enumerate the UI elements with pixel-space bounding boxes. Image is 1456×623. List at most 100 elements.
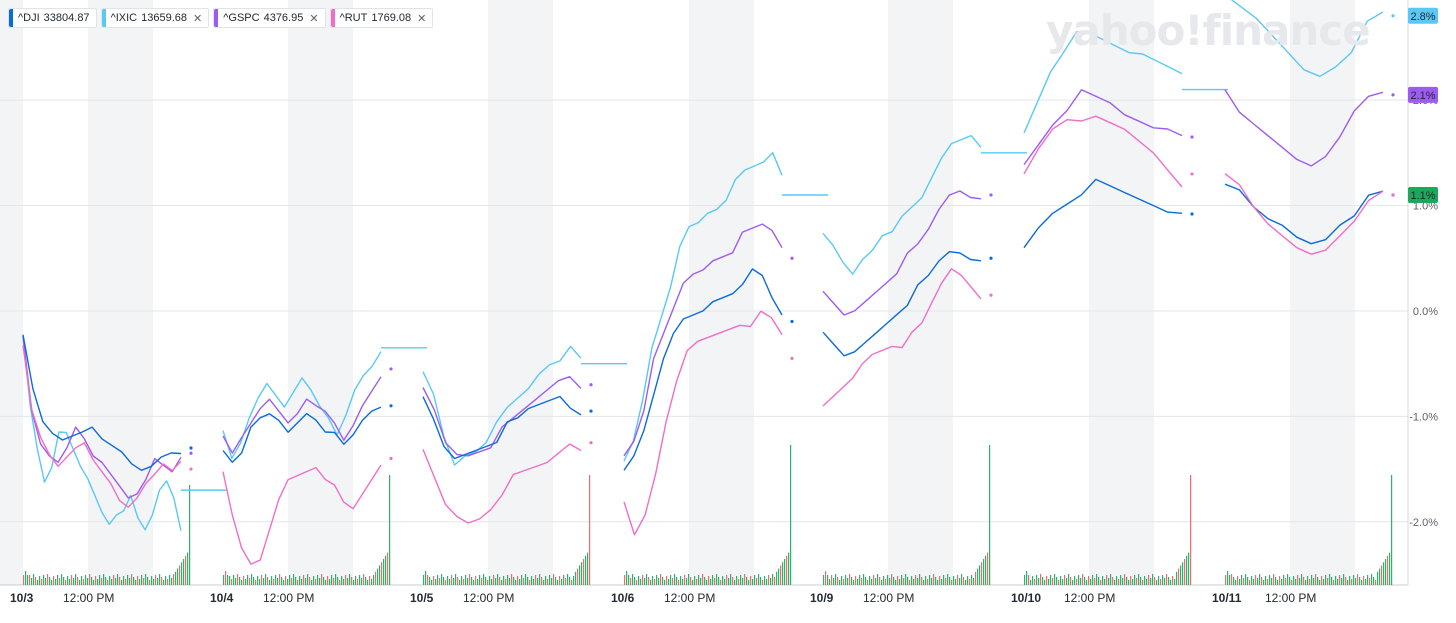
volume-bar — [1275, 577, 1277, 585]
ixic-color-swatch — [101, 9, 106, 27]
volume-bar — [724, 579, 726, 585]
volume-bar — [1389, 552, 1391, 585]
legend-chip-dji[interactable]: ^DJI 33804.87 — [8, 8, 97, 28]
volume-bar — [553, 574, 555, 585]
volume-bar — [841, 576, 843, 585]
volume-bar — [519, 579, 521, 585]
volume-bar — [829, 579, 831, 585]
volume-bar — [1347, 580, 1349, 585]
close-icon[interactable]: ✕ — [309, 12, 319, 25]
volume-bar — [579, 565, 581, 585]
volume-bar — [1150, 578, 1152, 585]
volume-bar — [1263, 580, 1265, 585]
volume-bar — [1040, 574, 1042, 585]
volume-bar — [1024, 575, 1026, 585]
volume-bar — [1297, 575, 1299, 585]
last-value-flags: 2.8% 2.1% 1.1% — [1408, 7, 1438, 203]
volume-bar — [521, 575, 523, 585]
volume-bar — [237, 574, 239, 585]
volume-bar — [1259, 574, 1261, 585]
volume-bar — [303, 575, 305, 585]
volume-bar — [39, 576, 41, 585]
volume-bar — [359, 575, 361, 585]
volume-bar — [1287, 574, 1289, 585]
volume-bar — [939, 576, 941, 585]
volume-bar — [1048, 579, 1050, 585]
close-icon[interactable]: ✕ — [193, 12, 203, 25]
volume-bar — [1062, 579, 1064, 585]
volume-bar — [461, 576, 463, 585]
volume-bar — [929, 575, 931, 585]
volume-bar — [827, 575, 829, 585]
volume-bar — [738, 579, 740, 585]
x-day-label: 10/5 — [410, 591, 434, 605]
close-icon[interactable]: ✕ — [417, 12, 427, 25]
volume-bar — [909, 580, 911, 585]
volume-bar — [891, 574, 893, 585]
volume-bar — [975, 571, 977, 585]
volume-bar — [648, 577, 650, 585]
volume-bar — [1120, 575, 1122, 585]
volume-bar — [877, 574, 879, 585]
legend-chip-gspc[interactable]: ^GSPC 4376.95 ✕ — [213, 8, 326, 28]
volume-bar — [25, 571, 27, 585]
volume-bar — [49, 577, 51, 585]
volume-bar — [1172, 576, 1174, 585]
volume-bar — [1096, 574, 1098, 585]
legend-chip-rut[interactable]: ^RUT 1769.08 ✕ — [329, 8, 434, 28]
volume-bar — [1323, 579, 1325, 585]
volume-bar — [1313, 578, 1315, 585]
volume-bar — [720, 580, 722, 585]
volume-bar — [1052, 578, 1054, 585]
volume-bar — [1293, 576, 1295, 585]
volume-bar — [227, 575, 229, 585]
volume-bar — [317, 575, 319, 585]
x-time-label: 12:00 PM — [1064, 591, 1115, 605]
volume-bar — [1371, 574, 1373, 585]
volume-bar — [893, 577, 895, 585]
volume-bar — [577, 568, 579, 585]
volume-bar — [59, 578, 61, 585]
volume-bar — [29, 575, 31, 585]
volume-bar — [1030, 580, 1032, 585]
volume-bar — [173, 574, 175, 585]
volume-bar — [113, 575, 115, 585]
volume-bar — [71, 575, 73, 585]
volume-bar — [1166, 574, 1168, 585]
volume-bar — [41, 579, 43, 585]
volume-bar — [845, 575, 847, 585]
x-day-label: 10/9 — [810, 591, 834, 605]
volume-bar — [443, 577, 445, 585]
volume-bar — [855, 576, 857, 585]
volume-bar — [1343, 574, 1345, 585]
volume-bar — [1090, 579, 1092, 585]
symbol-legend: ^DJI 33804.87 ^IXIC 13659.68 ✕ ^GSPC 437… — [8, 8, 434, 28]
volume-bar — [277, 578, 279, 585]
volume-bar — [1064, 575, 1066, 585]
volume-bar — [323, 577, 325, 585]
volume-bar — [1231, 574, 1233, 585]
rut-symbol: ^RUT — [339, 12, 368, 24]
volume-bar — [529, 580, 531, 585]
volume-bar — [1036, 575, 1038, 585]
volume-bar — [301, 579, 303, 585]
flag-label: 2.8% — [1410, 11, 1435, 23]
volume-bar — [628, 575, 630, 585]
dji-afterhours-dot — [790, 319, 794, 324]
volume-bar — [1241, 575, 1243, 585]
volume-bar — [766, 579, 768, 585]
volume-bar — [979, 565, 981, 585]
volume-bar — [139, 579, 141, 585]
volume-bar — [1132, 579, 1134, 585]
volume-bar — [1267, 579, 1269, 585]
volume-bar — [867, 580, 869, 585]
volume-bar — [1285, 578, 1287, 585]
volume-bar — [179, 565, 181, 585]
volume-bar — [756, 578, 758, 585]
volume-bar — [143, 578, 145, 585]
volume-bar — [565, 578, 567, 585]
volume-bar — [935, 577, 937, 585]
legend-chip-ixic[interactable]: ^IXIC 13659.68 ✕ — [100, 8, 210, 28]
volume-bar — [652, 576, 654, 585]
